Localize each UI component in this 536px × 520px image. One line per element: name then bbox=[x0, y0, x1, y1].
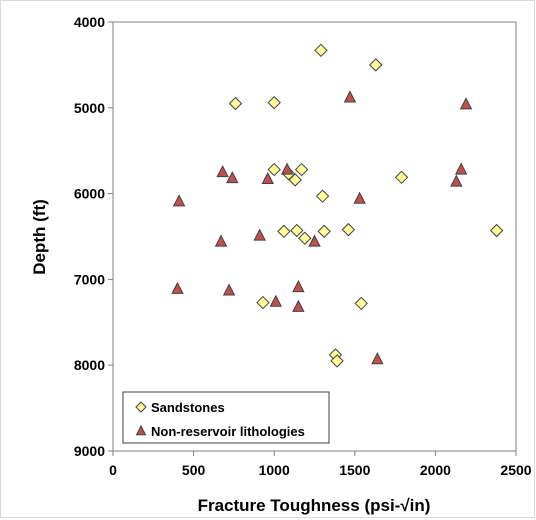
x-tick-label: 0 bbox=[109, 462, 117, 478]
x-tick-label: 500 bbox=[182, 462, 206, 478]
sandstone-point bbox=[314, 43, 328, 58]
sandstone-point bbox=[228, 96, 243, 111]
non-reservoir-point bbox=[450, 174, 463, 187]
x-tick-label: 2000 bbox=[420, 462, 451, 478]
sandstone-point bbox=[394, 170, 409, 185]
y-tick-label: 7000 bbox=[74, 271, 105, 287]
sandstone-point bbox=[290, 223, 304, 238]
x-tick-label: 1500 bbox=[339, 462, 370, 478]
sandstone-point bbox=[256, 295, 270, 310]
non-reservoir-point bbox=[172, 194, 186, 207]
x-tick-label: 2500 bbox=[500, 462, 531, 478]
non-reservoir-point bbox=[253, 228, 266, 241]
legend-box bbox=[122, 391, 330, 444]
legend: Sandstones Non-reservoir lithologies bbox=[122, 391, 330, 444]
y-axis: 4000 5000 6000 7000 8000 9000 bbox=[74, 14, 113, 459]
y-tick-label: 5000 bbox=[74, 100, 105, 116]
non-reservoir-point bbox=[292, 299, 305, 312]
non-reservoir-point bbox=[353, 191, 366, 204]
y-tick-label: 6000 bbox=[74, 186, 105, 202]
x-axis: 0 500 1000 1500 2000 2500 bbox=[109, 451, 532, 478]
non-reservoir-point bbox=[292, 280, 305, 293]
legend-sandstone-marker bbox=[135, 401, 147, 413]
non-reservoir-point bbox=[269, 294, 283, 307]
non-reservoir-point bbox=[226, 171, 239, 184]
non-reservoir-point bbox=[371, 352, 384, 365]
sandstone-point bbox=[341, 222, 356, 237]
sandstone-point bbox=[354, 296, 368, 311]
legend-label: Non-reservoir lithologies bbox=[151, 424, 305, 439]
non-reservoir-point bbox=[222, 283, 236, 296]
sandstone-point bbox=[277, 224, 291, 239]
non-reservoir-point bbox=[280, 162, 294, 175]
legend-non-reservoir-marker bbox=[135, 424, 147, 436]
y-axis-title: Depth (ft) bbox=[30, 199, 49, 275]
non-reservoir-point bbox=[261, 171, 274, 185]
sandstone-point bbox=[369, 58, 383, 72]
sandstone-point bbox=[267, 95, 281, 110]
sandstone-point bbox=[330, 354, 344, 368]
y-tick-label: 8000 bbox=[74, 357, 105, 373]
non-reservoir-point bbox=[171, 281, 184, 294]
y-tick-label: 9000 bbox=[74, 443, 105, 459]
sandstone-point bbox=[317, 224, 331, 239]
non-reservoir-point bbox=[216, 165, 229, 178]
x-tick-label: 1000 bbox=[259, 462, 290, 478]
non-reservoir-point bbox=[343, 90, 357, 103]
sandstone-point bbox=[489, 223, 504, 238]
sandstone-point bbox=[298, 231, 312, 245]
non-reservoir-point bbox=[459, 97, 473, 110]
non-reservoir-point bbox=[454, 162, 468, 175]
sandstone-point bbox=[294, 162, 309, 177]
non-reservoir-point bbox=[214, 234, 228, 247]
sandstone-point bbox=[288, 173, 302, 187]
legend-label: Sandstones bbox=[151, 400, 225, 415]
x-axis-title: Fracture Toughness (psi-√in) bbox=[198, 496, 431, 515]
sandstone-point bbox=[267, 162, 281, 177]
non-reservoir-point bbox=[308, 234, 321, 247]
y-tick-label: 4000 bbox=[74, 14, 105, 30]
sandstone-point bbox=[315, 189, 330, 203]
data-points bbox=[171, 43, 504, 368]
